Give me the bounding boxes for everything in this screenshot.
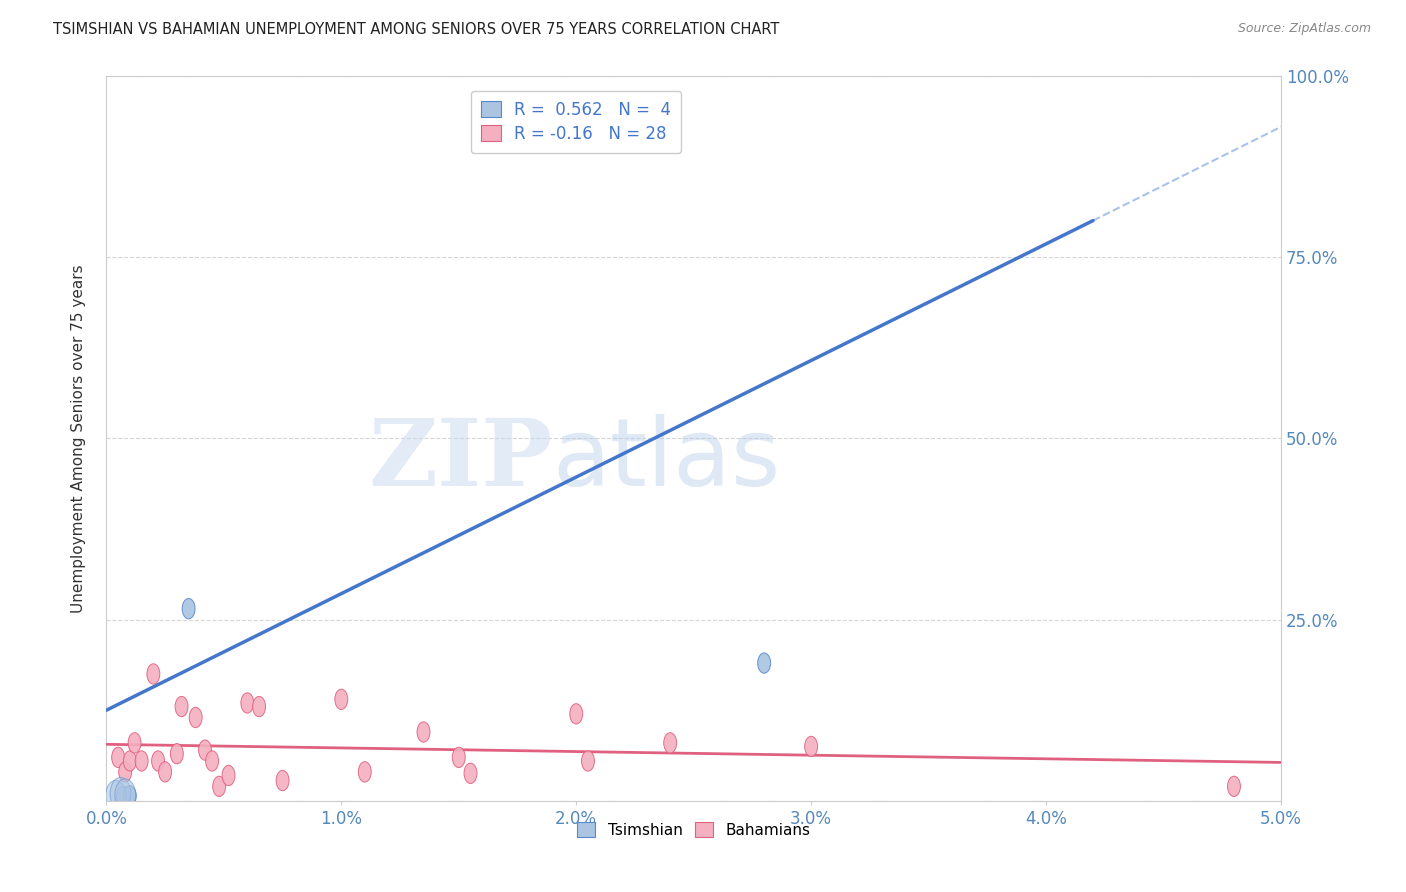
Ellipse shape — [418, 722, 430, 742]
Ellipse shape — [110, 778, 131, 810]
Ellipse shape — [335, 690, 347, 709]
Ellipse shape — [569, 704, 582, 724]
Ellipse shape — [124, 786, 136, 806]
Ellipse shape — [115, 779, 135, 812]
Ellipse shape — [205, 751, 218, 772]
Ellipse shape — [1227, 776, 1240, 797]
Ellipse shape — [240, 693, 254, 713]
Ellipse shape — [135, 751, 148, 772]
Text: Source: ZipAtlas.com: Source: ZipAtlas.com — [1237, 22, 1371, 36]
Text: TSIMSHIAN VS BAHAMIAN UNEMPLOYMENT AMONG SENIORS OVER 75 YEARS CORRELATION CHART: TSIMSHIAN VS BAHAMIAN UNEMPLOYMENT AMONG… — [53, 22, 780, 37]
Legend: Tsimshian, Bahamians: Tsimshian, Bahamians — [571, 816, 817, 844]
Ellipse shape — [804, 736, 817, 756]
Ellipse shape — [124, 751, 136, 772]
Ellipse shape — [359, 762, 371, 782]
Ellipse shape — [664, 732, 676, 753]
Text: atlas: atlas — [553, 414, 780, 506]
Ellipse shape — [190, 707, 202, 728]
Ellipse shape — [117, 787, 129, 806]
Text: ZIP: ZIP — [368, 415, 553, 505]
Ellipse shape — [118, 762, 132, 782]
Y-axis label: Unemployment Among Seniors over 75 years: Unemployment Among Seniors over 75 years — [72, 264, 86, 613]
Ellipse shape — [253, 697, 266, 717]
Ellipse shape — [159, 762, 172, 782]
Ellipse shape — [152, 751, 165, 772]
Ellipse shape — [464, 764, 477, 783]
Ellipse shape — [453, 747, 465, 767]
Ellipse shape — [111, 747, 125, 767]
Ellipse shape — [128, 732, 141, 753]
Ellipse shape — [212, 776, 225, 797]
Ellipse shape — [582, 751, 595, 772]
Ellipse shape — [105, 780, 127, 813]
Ellipse shape — [183, 599, 195, 619]
Ellipse shape — [170, 744, 183, 764]
Ellipse shape — [222, 765, 235, 786]
Ellipse shape — [758, 653, 770, 673]
Ellipse shape — [198, 740, 211, 760]
Ellipse shape — [276, 771, 290, 790]
Ellipse shape — [146, 664, 160, 684]
Ellipse shape — [176, 697, 188, 717]
